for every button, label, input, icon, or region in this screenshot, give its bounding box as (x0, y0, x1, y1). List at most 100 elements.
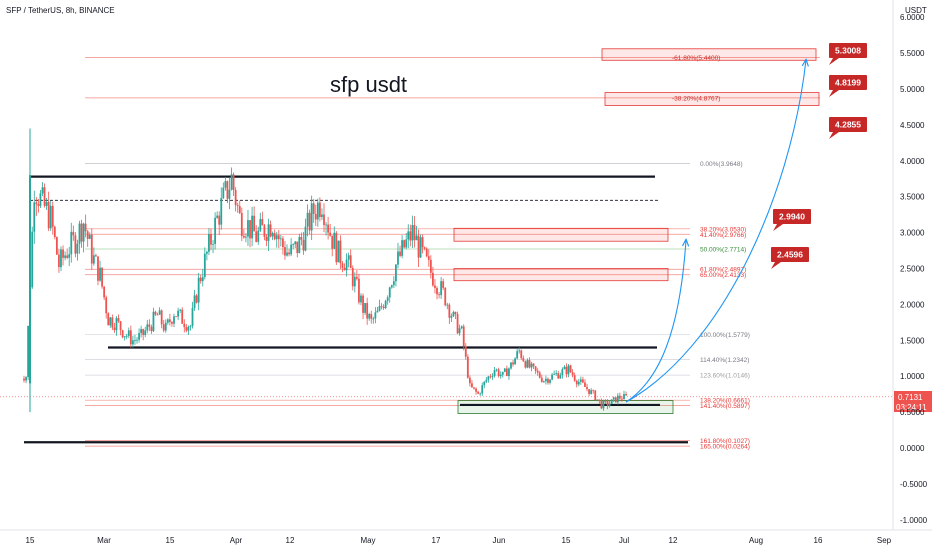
candle-body (140, 329, 143, 334)
candle-body (175, 316, 177, 318)
candle-body (450, 316, 453, 318)
candle-body (351, 268, 354, 287)
candle-body (76, 243, 79, 254)
candle-body (33, 202, 36, 232)
candle-body (90, 234, 93, 264)
candle-body (316, 202, 319, 220)
projection-arrow-long[interactable] (625, 60, 806, 403)
target-price-label[interactable]: 2.4596 (771, 247, 809, 269)
time-tick-label: 16 (814, 536, 823, 545)
symbol-title[interactable]: SFP / TetherUS, 8h, BINANCE (6, 6, 115, 15)
candle-body (536, 370, 539, 373)
candle-body (234, 189, 237, 206)
candle-body (105, 297, 108, 314)
time-tick-label: 15 (562, 536, 571, 545)
candle-body (232, 174, 235, 190)
candle-body (528, 360, 531, 368)
fib-level-label: 61.80%(2.4897) (700, 267, 746, 274)
fib-level-label: 41.40%(2.9766) (700, 232, 746, 239)
candle-body (618, 395, 621, 399)
candle-body (466, 356, 469, 378)
target-label-box (829, 117, 867, 132)
candle-body (471, 383, 473, 388)
candle-body (614, 397, 617, 403)
candle-body (269, 224, 272, 237)
target-label-text: 2.4596 (777, 250, 803, 260)
candle-body (68, 254, 71, 258)
candle-body (240, 213, 243, 236)
candle-body (405, 239, 408, 248)
candle-body (220, 197, 223, 225)
candle-body (487, 376, 490, 380)
price-tick-label: 1.0000 (900, 372, 925, 381)
candle-body (125, 335, 128, 337)
target-price-label[interactable]: 4.2855 (829, 117, 867, 139)
candle-body (606, 401, 609, 406)
candle-body (302, 239, 305, 251)
candle-body (168, 319, 171, 323)
candle-body (162, 324, 165, 331)
candle-body (423, 247, 426, 249)
candle-body (518, 350, 521, 352)
candle-body (341, 263, 344, 268)
candle-body (473, 387, 475, 389)
candle-body (388, 287, 391, 298)
candle-body (134, 340, 136, 341)
candle-body (158, 310, 161, 315)
candle-body (263, 225, 266, 237)
candle-body (407, 231, 410, 240)
fib-level-label: 141.40%(0.5897) (700, 403, 750, 410)
candle-body (166, 319, 169, 323)
candle-body (446, 304, 449, 306)
candle-body (510, 362, 512, 369)
candle-body (579, 379, 582, 382)
candle-body (251, 215, 253, 239)
candle-body (483, 381, 486, 386)
candle-body (236, 205, 239, 207)
candle-body (117, 318, 120, 322)
annotation-title: sfp usdt (330, 72, 407, 97)
fib-zone-box (453, 268, 669, 282)
candle-body (39, 193, 42, 206)
target-label-pointer (829, 58, 839, 65)
target-price-label[interactable]: 2.9940 (773, 209, 811, 231)
candle-body (327, 224, 330, 233)
target-label-text: 2.9940 (779, 212, 805, 222)
target-price-label[interactable]: 4.8199 (829, 75, 867, 97)
candle-body (310, 203, 313, 231)
price-tick-label: -0.5000 (900, 480, 928, 489)
candle-body (505, 368, 508, 377)
target-label-pointer (773, 224, 783, 231)
candle-body (452, 311, 455, 317)
candle-body (584, 382, 586, 387)
candle-body (397, 251, 399, 265)
candle-body (460, 326, 463, 329)
candle-body (84, 223, 87, 232)
target-price-label[interactable]: 5.3008 (829, 43, 867, 65)
candle-body (129, 330, 132, 345)
fib-level-label: 50.00%(2.7714) (700, 247, 746, 254)
candle-body (189, 326, 192, 327)
candle-body (277, 235, 280, 240)
candle-body (138, 333, 140, 340)
candle-body (150, 326, 153, 332)
candle-body (119, 321, 122, 331)
target-label-box (773, 209, 811, 224)
candle-body (339, 240, 342, 264)
candle-body (520, 350, 523, 359)
candle-body (62, 249, 64, 258)
candle-body (306, 212, 309, 227)
candle-body (212, 243, 214, 245)
currency-label[interactable]: USDT (905, 6, 927, 15)
candle-body (538, 372, 541, 378)
candle-body (411, 225, 414, 241)
time-tick-label: Jul (619, 536, 629, 545)
projection-arrow-short[interactable] (625, 240, 686, 403)
fib-level-label: -38.20%(4.8767) (672, 95, 720, 102)
candle-body (503, 368, 506, 372)
target-label-pointer (829, 90, 839, 97)
candle-body (586, 386, 588, 390)
candle-body (392, 281, 395, 286)
candle-body (621, 398, 623, 400)
